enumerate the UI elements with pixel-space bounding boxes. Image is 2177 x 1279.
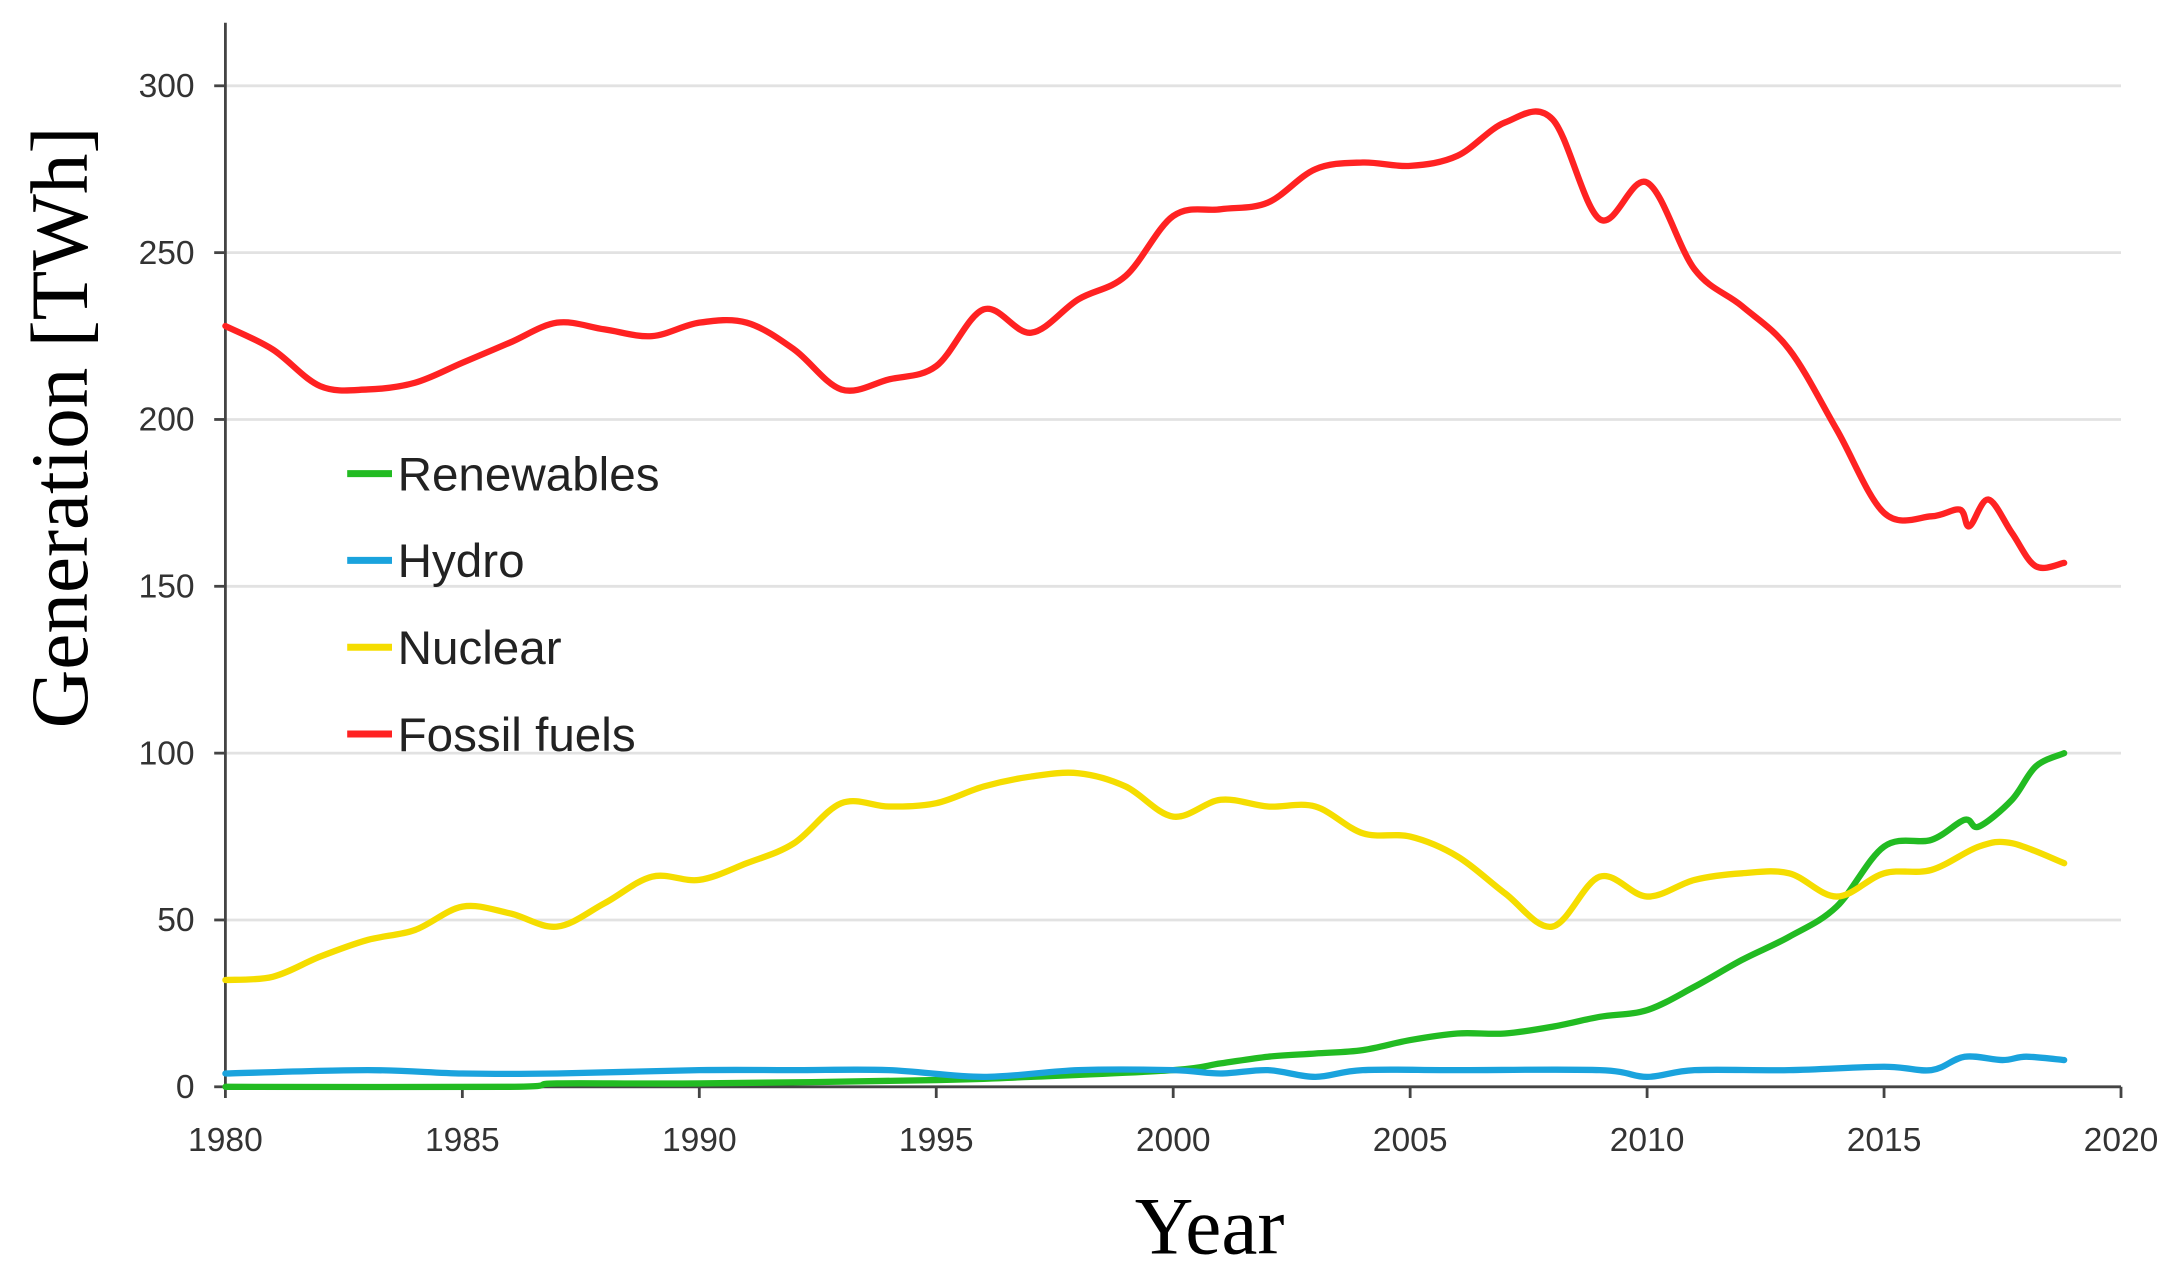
x-tick-label: 2020	[2084, 1122, 2159, 1159]
x-tick-label: 2000	[1136, 1122, 1211, 1159]
y-tick-label: 50	[157, 902, 194, 939]
series-line-fossil-fuels	[222, 108, 2068, 572]
y-tick-label: 250	[139, 235, 195, 272]
series-line-nuclear	[222, 769, 2068, 984]
x-tick-label: 2010	[1610, 1122, 1685, 1159]
x-tick-label: 1990	[662, 1122, 737, 1159]
y-tick-label: 300	[139, 68, 195, 105]
y-tick-label: 0	[176, 1069, 195, 1106]
x-axis-label: Year	[1135, 1181, 1285, 1271]
y-tick-label: 100	[139, 735, 195, 772]
legend-label: Fossil fuels	[398, 709, 636, 762]
x-tick-label: 2015	[1847, 1122, 1922, 1159]
x-tick-label: 1980	[188, 1122, 263, 1159]
y-tick-label: 150	[139, 569, 195, 606]
y-tick-label: 200	[139, 402, 195, 439]
x-tick-label: 2005	[1373, 1122, 1448, 1159]
x-tick-label: 1995	[899, 1122, 974, 1159]
series-line-hydro	[222, 1053, 2068, 1081]
series-line-renewables	[222, 750, 2068, 1091]
x-tick-label: 1985	[425, 1122, 500, 1159]
legend-label: Nuclear	[398, 622, 562, 675]
legend-label: Hydro	[398, 535, 525, 588]
y-axis-label: Generation [TWh]	[15, 126, 105, 728]
legend-label: Renewables	[398, 448, 660, 501]
